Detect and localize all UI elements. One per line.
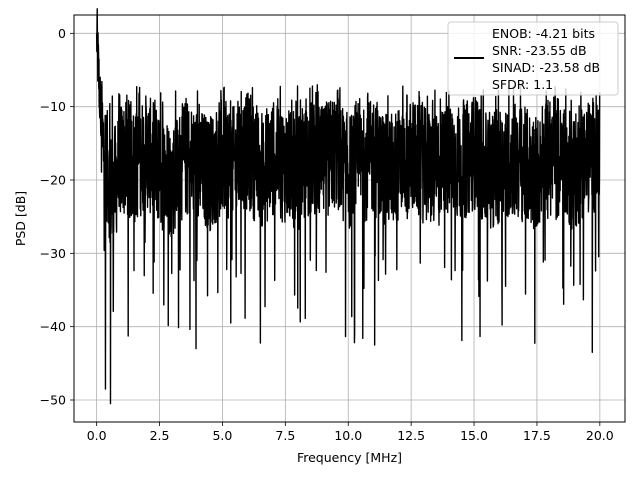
y-tick-label: −10	[40, 99, 66, 114]
x-axis-title: Frequency [MHz]	[297, 450, 402, 465]
legend-entry-sfdr: SFDR: 1.1	[492, 77, 553, 92]
y-tick-label: −40	[40, 319, 66, 334]
y-tick-label: −20	[40, 173, 66, 188]
legend-entry-sinad: SINAD: -23.58 dB	[492, 60, 600, 75]
x-ticks: 0.0 2.5 5.0 7.5 10.0 12.5 15.0 17.5 20.0	[87, 422, 614, 443]
x-tick-label: 15.0	[460, 428, 488, 443]
axes-frame	[73, 14, 626, 423]
y-tick-label: −50	[40, 393, 66, 408]
x-tick-label: 5.0	[212, 428, 232, 443]
y-tick-label: −30	[40, 246, 66, 261]
x-tick-label: 20.0	[586, 428, 614, 443]
psd-trace	[95, 8, 601, 405]
legend-box	[447, 21, 619, 96]
psd-trace-group	[95, 8, 601, 405]
legend-entry-snr: SNR: -23.55 dB	[492, 43, 587, 58]
legend: ENOB: -4.21 bits SNR: -23.55 dB SINAD: -…	[447, 21, 619, 96]
x-tick-label: 0.0	[87, 428, 107, 443]
x-tick-label: 7.5	[275, 428, 295, 443]
x-tick-label: 17.5	[523, 428, 551, 443]
x-tick-label: 10.0	[334, 428, 362, 443]
y-axis-title: PSD [dB]	[13, 191, 28, 246]
x-tick-label: 12.5	[397, 428, 425, 443]
legend-entry-enob: ENOB: -4.21 bits	[492, 26, 595, 41]
x-tick-label: 2.5	[150, 428, 170, 443]
y-tick-label: 0	[58, 26, 66, 41]
y-ticks: 0 −10 −20 −30 −40 −50	[40, 26, 74, 408]
